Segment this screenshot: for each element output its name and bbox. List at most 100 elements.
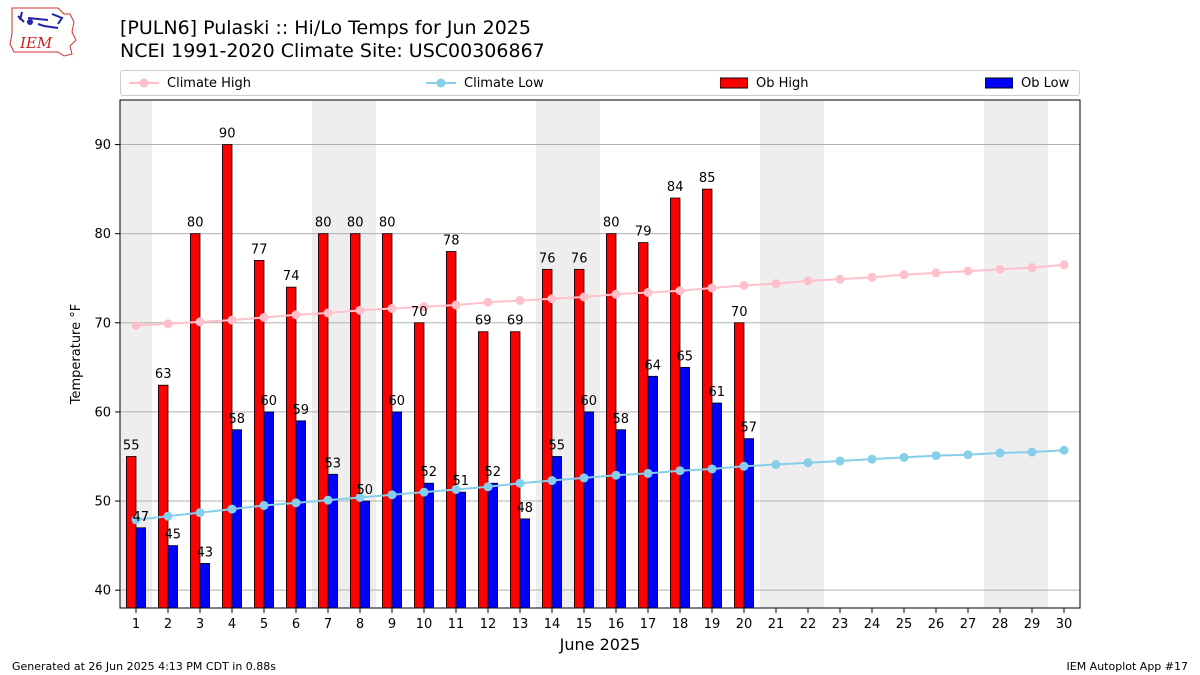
x-tick-label: 9 [388,617,396,632]
x-tick-label: 30 [1056,617,1073,632]
footer-generated: Generated at 26 Jun 2025 4:13 PM CDT in … [12,660,277,673]
legend-climate-high-swatch [129,78,159,88]
ob-low-bar [519,518,531,609]
plot-frame [119,99,1081,609]
legend-label-ob-low: Ob Low [1021,75,1070,91]
climate-high-point [675,286,685,296]
ob-low-label: 65 [677,349,694,364]
climate-high-point [739,280,749,290]
climate-high-point [163,319,173,329]
legend-climate-low-swatch [426,78,456,88]
climate-low-point [419,487,429,497]
climate-high-point [355,305,365,315]
ob-low-label: 50 [357,483,374,498]
ob-high-bar [157,384,169,609]
climate-high-point [291,310,301,320]
ob-low-label: 52 [485,465,502,480]
x-tick-label: 22 [800,617,817,632]
ob-high-bar [285,286,297,609]
climate-high-point [835,274,845,284]
y-tick-label: 80 [94,227,111,242]
x-axis-label: June 2025 [559,635,641,654]
logo-text: IEM [19,34,53,52]
climate-low-point [931,451,941,461]
iem-logo: IEM [9,7,77,57]
climate-high-point [771,279,781,289]
ob-low-bar [167,545,179,609]
x-tick-label: 2 [164,617,172,632]
legend-label-climate-low: Climate Low [464,75,544,91]
ob-high-label: 70 [731,305,748,320]
climate-low-point [643,468,653,478]
climate-high-point [1027,263,1037,273]
x-tick-label: 5 [260,617,268,632]
climate-high-point [483,297,493,307]
climate-low-point [355,492,365,502]
ob-high-bar [381,233,393,609]
climate-high-point [867,272,877,282]
ob-low-label: 48 [517,501,534,516]
x-tick-label: 27 [960,617,977,632]
ob-low-bar [295,420,307,609]
ob-high-label: 80 [315,216,332,231]
x-tick-label: 10 [416,617,433,632]
ob-low-label: 64 [645,358,662,373]
climate-low-point [995,448,1005,458]
ob-high-label: 80 [187,216,204,231]
ob-high-bar [638,242,649,609]
ob-low-bar [647,375,659,609]
ob-high-label: 79 [635,225,652,240]
y-tick-label: 60 [94,405,111,420]
climate-high-point [547,294,557,304]
ob-high-label: 85 [699,171,716,186]
climate-low-point [1059,445,1069,455]
legend-label-ob-high: Ob High [756,75,809,91]
climate-high-point [643,288,653,298]
climate-low-point [579,473,589,483]
ob-low-label: 61 [709,385,726,400]
climate-high-point [323,308,333,318]
ob-low-label: 52 [421,465,438,480]
x-tick-label: 7 [324,617,332,632]
climate-low-point [963,450,973,460]
ob-high-label: 76 [571,251,588,266]
climate-high-point [515,296,525,306]
ob-low-label: 60 [261,394,278,409]
climate-high-point [387,304,397,314]
x-tick-label: 14 [544,617,561,632]
climate-high-point [195,317,205,327]
climate-low-point [1027,447,1037,457]
ob-low-bar [615,429,627,609]
x-tick-label: 19 [704,617,721,632]
ob-low-bar [327,473,339,609]
climate-high-point [419,302,429,312]
ob-low-label: 59 [293,403,310,418]
x-tick-label: 25 [896,617,913,632]
climate-low-point [323,495,333,505]
y-tick-label: 70 [94,316,111,331]
climate-low-point [611,470,621,480]
legend-ob-high-swatch [720,77,748,89]
weekend-band [792,100,824,608]
ob-high-bar [349,233,361,609]
ob-high-label: 55 [123,438,140,453]
x-tick-label: 26 [928,617,945,632]
climate-low-point [867,454,877,464]
ob-low-bar [263,411,275,609]
ob-high-bar [221,144,233,609]
legend-ob-low-swatch [985,77,1013,89]
weekend-band [760,100,792,608]
ob-high-label: 74 [283,269,300,284]
x-tick-label: 15 [576,617,593,632]
ob-low-bar [583,411,595,609]
climate-low-point [771,460,781,470]
x-tick-label: 11 [448,617,465,632]
ob-high-label: 80 [603,216,620,231]
x-tick-label: 3 [196,617,204,632]
ob-high-bar [253,260,265,609]
ob-low-bar [455,491,467,609]
x-tick-label: 20 [736,617,753,632]
ob-high-bar [670,197,681,609]
ob-high-label: 76 [539,251,556,266]
